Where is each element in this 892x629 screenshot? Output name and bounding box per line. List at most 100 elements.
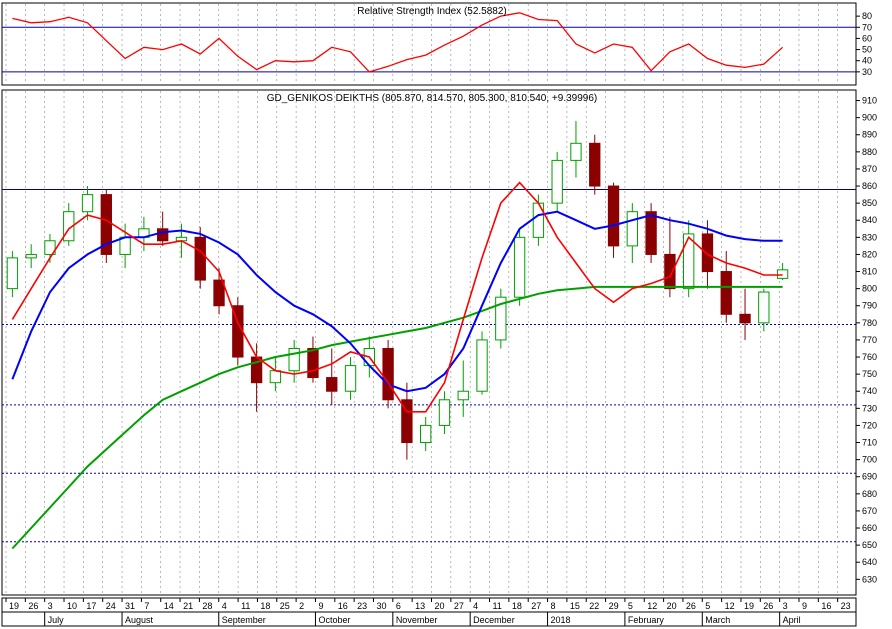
- day-label: 14: [164, 601, 174, 611]
- price-tick-label: 850: [862, 198, 877, 208]
- day-label: 4: [473, 601, 478, 611]
- candle-body: [213, 279, 225, 307]
- price-tick-label: 680: [862, 489, 877, 499]
- rsi-level-lines: [2, 26, 856, 73]
- day-label: 18: [512, 601, 522, 611]
- day-label: 6: [396, 601, 401, 611]
- candle: [626, 203, 638, 263]
- price-tick-label: 750: [862, 369, 877, 379]
- candle: [100, 189, 112, 263]
- month-label: 2018: [551, 615, 571, 625]
- day-label: 23: [357, 601, 367, 611]
- ma-mid-line: [11, 210, 783, 393]
- price-tick-label: 890: [862, 130, 877, 140]
- candle: [420, 416, 432, 452]
- candle-body: [194, 236, 206, 281]
- day-label: 27: [531, 601, 541, 611]
- day-label: 30: [376, 601, 386, 611]
- candle: [758, 288, 770, 332]
- day-label: 3: [48, 601, 53, 611]
- day-label: 2: [299, 601, 304, 611]
- month-label: December: [473, 615, 515, 625]
- candle-body: [81, 194, 94, 213]
- day-label: 26: [763, 601, 773, 611]
- candle: [683, 220, 695, 298]
- day-label: 26: [686, 601, 696, 611]
- day-label: 21: [183, 601, 193, 611]
- candle-body: [288, 347, 300, 372]
- day-label: 17: [86, 601, 96, 611]
- candle-body: [63, 211, 75, 242]
- day-label: 31: [125, 601, 135, 611]
- candle-body: [720, 271, 732, 315]
- price-tick-label: 720: [862, 420, 877, 430]
- rsi-tick-label: 40: [862, 56, 872, 66]
- price-panel: 630 640 650 660 670 680 690 700 710 720 730 740 750 7…: [1, 89, 877, 596]
- candle: [344, 357, 357, 400]
- price-tick-label: 660: [862, 523, 877, 533]
- candle: [288, 339, 300, 383]
- day-label: 12: [725, 601, 735, 611]
- candle: [570, 121, 582, 178]
- day-label: 5: [705, 601, 710, 611]
- candle: [589, 134, 601, 195]
- month-label: July: [48, 615, 65, 625]
- rsi-series-line: [12, 12, 784, 73]
- candle-body: [626, 211, 638, 247]
- day-label: 20: [435, 601, 445, 611]
- price-title: GD_GENIKOS DEIKTHS (805.870, 814.570, 80…: [267, 93, 598, 104]
- day-label: 16: [338, 601, 348, 611]
- candle: [495, 288, 507, 349]
- rsi-tick-label: 50: [862, 45, 872, 55]
- ma-slow-line: [11, 285, 783, 550]
- month-label: March: [705, 615, 730, 625]
- candle-body: [645, 211, 657, 255]
- candle-body: [100, 194, 112, 255]
- date-axis: 19 26 3 10 17 24 31 7 14 21 28 4 11 18 25 2 9 16 23 30 6 13 20…: [1, 597, 857, 627]
- price-level-lines: [2, 188, 856, 543]
- price-tick-label: 810: [862, 267, 877, 277]
- rsi-tick-label: 60: [862, 33, 872, 43]
- day-label: 9: [802, 601, 807, 611]
- price-tick-label: 770: [862, 335, 877, 345]
- candle: [438, 391, 451, 434]
- rsi-tick-label: 70: [862, 22, 872, 32]
- candle: [476, 331, 488, 395]
- candle-body: [6, 257, 19, 290]
- candle-body: [607, 185, 620, 247]
- candle-body: [44, 240, 56, 255]
- day-label: 9: [318, 601, 323, 611]
- day-label: 8: [551, 601, 556, 611]
- candle: [25, 244, 37, 269]
- price-tick-label: 860: [862, 181, 877, 191]
- price-tick-label: 900: [862, 113, 877, 123]
- price-tick-label: 700: [862, 455, 877, 465]
- price-tick-label: 790: [862, 301, 877, 311]
- candle: [232, 297, 244, 366]
- candle-body: [382, 347, 394, 401]
- month-label: February: [628, 615, 665, 625]
- price-tick-label: 870: [862, 164, 877, 174]
- candle: [513, 228, 526, 306]
- day-label: 3: [783, 601, 788, 611]
- price-tick-label: 760: [862, 352, 877, 362]
- day-label: 24: [106, 601, 116, 611]
- price-tick-label: 800: [862, 284, 877, 294]
- candle-body: [776, 269, 789, 279]
- month-label: April: [783, 615, 801, 625]
- candle: [739, 288, 751, 340]
- day-label: 22: [589, 601, 599, 611]
- rsi-tick-label: 80: [862, 11, 872, 21]
- price-tick-label: 640: [862, 557, 877, 567]
- price-tick-label: 730: [862, 403, 877, 413]
- candle-body: [551, 159, 563, 204]
- candle-body: [589, 142, 601, 187]
- day-labels: 19 26 3 10 17 24 31 7 14 21 28 4 11 18 25 2 9 16 23 30 6 13 20…: [5, 598, 851, 611]
- candle-body: [683, 233, 695, 290]
- day-label: 25: [280, 601, 290, 611]
- day-label: 23: [841, 601, 851, 611]
- day-label: 16: [821, 601, 831, 611]
- price-y-axis: 630 640 650 660 670 680 690 700 710 720 730 740 750 7…: [856, 96, 877, 584]
